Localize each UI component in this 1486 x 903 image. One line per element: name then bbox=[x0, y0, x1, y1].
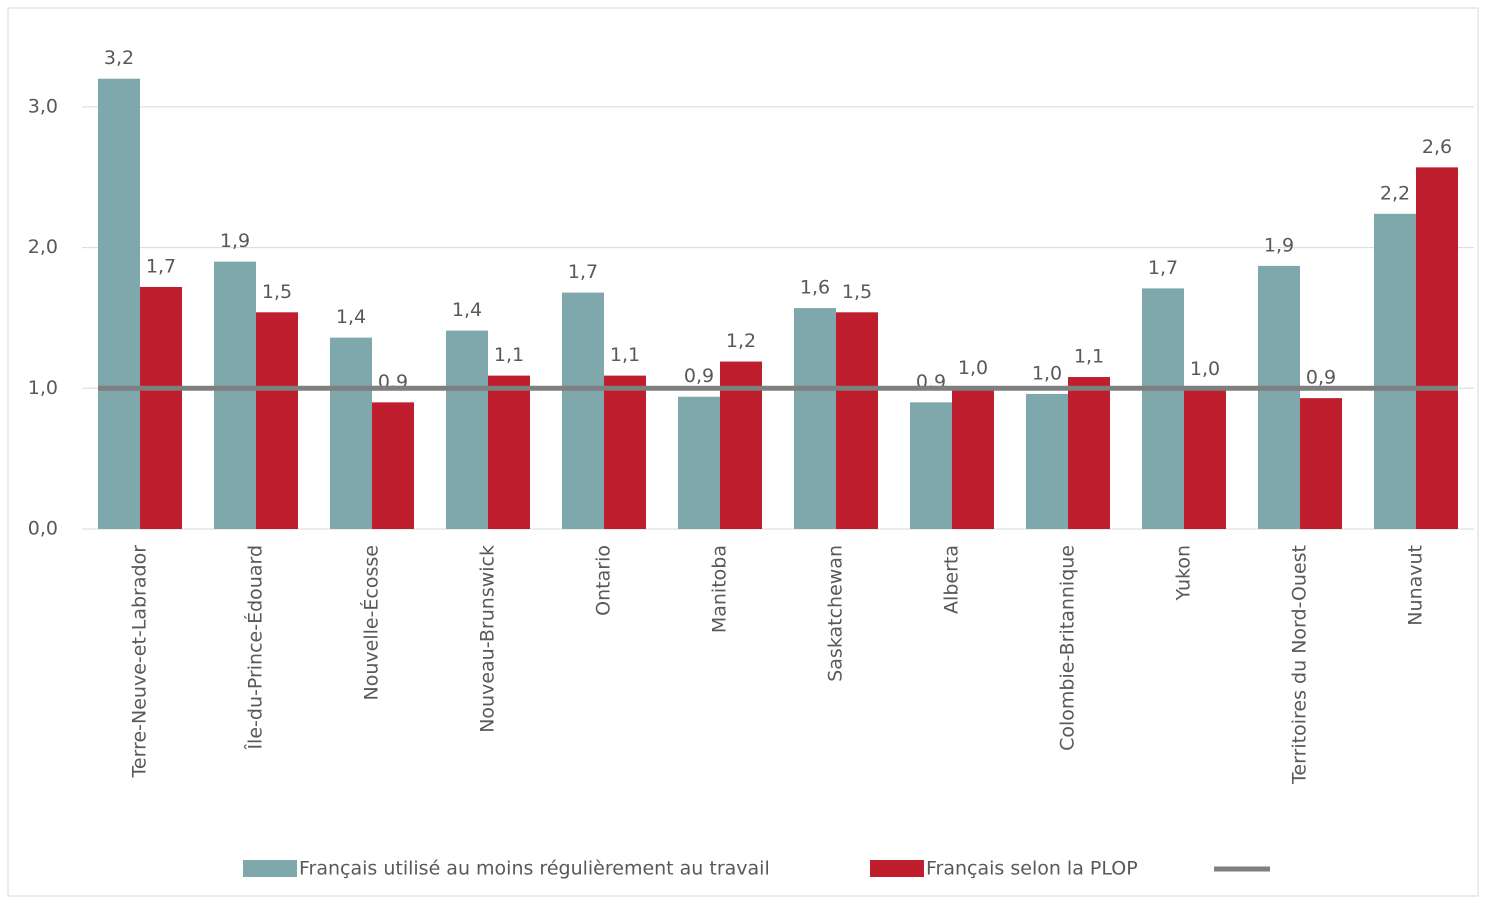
y-tick-label: 1,0 bbox=[28, 377, 58, 399]
bar bbox=[98, 78, 140, 529]
data-label: 1,0 bbox=[1032, 362, 1062, 384]
data-label: 2,2 bbox=[1380, 182, 1410, 204]
data-label: 1,2 bbox=[726, 330, 756, 352]
data-label: 1,4 bbox=[452, 299, 482, 321]
data-label: 1,5 bbox=[262, 281, 292, 303]
chart-border bbox=[7, 7, 1479, 897]
data-label: 0,9 bbox=[1306, 367, 1336, 389]
y-tick-label: 2,0 bbox=[28, 236, 58, 258]
bar bbox=[794, 308, 836, 529]
data-label: 1,0 bbox=[958, 357, 988, 379]
data-label: 3,2 bbox=[104, 47, 134, 69]
x-tick-label: Saskatchewan bbox=[825, 545, 847, 682]
legend-swatch bbox=[243, 860, 297, 877]
data-label: 1,1 bbox=[610, 344, 640, 366]
legend-label: Français utilisé au moins régulièrement … bbox=[299, 858, 770, 880]
bar bbox=[1374, 213, 1416, 530]
data-label: 1,7 bbox=[568, 261, 598, 283]
bar bbox=[1258, 265, 1300, 529]
x-tick-label: Colombie-Britannique bbox=[1057, 545, 1079, 751]
bar bbox=[256, 312, 298, 529]
x-tick-label: Nunavut bbox=[1405, 545, 1427, 626]
bar bbox=[1026, 393, 1068, 529]
data-label: 1,1 bbox=[1074, 346, 1104, 368]
bar bbox=[140, 286, 182, 529]
x-tick-label: Manitoba bbox=[709, 545, 731, 633]
data-label: 1,5 bbox=[842, 281, 872, 303]
data-label: 2,6 bbox=[1422, 136, 1452, 158]
bar bbox=[836, 312, 878, 529]
data-label: 0,9 bbox=[684, 365, 714, 387]
bar bbox=[678, 396, 720, 529]
bar bbox=[910, 402, 952, 529]
data-label: 1,7 bbox=[1148, 257, 1178, 279]
x-tick-label: Île-du-Prince-Édouard bbox=[244, 545, 267, 751]
y-tick-label: 0,0 bbox=[28, 518, 58, 540]
x-tick-label: Nouvelle-Écosse bbox=[360, 545, 383, 700]
bar bbox=[330, 337, 372, 529]
x-tick-label: Territoires du Nord-Ouest bbox=[1289, 545, 1311, 785]
y-tick-label: 3,0 bbox=[28, 95, 58, 117]
bar bbox=[214, 261, 256, 529]
bar bbox=[1184, 389, 1226, 529]
bar bbox=[1416, 167, 1458, 529]
data-label: 1,0 bbox=[1190, 358, 1220, 380]
bar bbox=[372, 402, 414, 529]
bar bbox=[1300, 398, 1342, 529]
x-tick-label: Terre-Neuve-et-Labrador bbox=[129, 545, 151, 779]
x-tick-label: Yukon bbox=[1173, 545, 1195, 601]
data-label: 1,9 bbox=[1264, 234, 1294, 256]
data-label: 1,1 bbox=[494, 344, 524, 366]
bar bbox=[446, 330, 488, 529]
data-label: 1,7 bbox=[146, 255, 176, 277]
x-tick-label: Ontario bbox=[593, 545, 615, 616]
x-tick-label: Alberta bbox=[941, 545, 963, 614]
bar bbox=[1142, 288, 1184, 529]
bar bbox=[1068, 377, 1110, 529]
legend-swatch bbox=[870, 860, 924, 877]
data-label: 1,9 bbox=[220, 230, 250, 252]
legend-label: Français selon la PLOP bbox=[926, 858, 1138, 880]
bar bbox=[562, 292, 604, 529]
x-tick-label: Nouveau-Brunswick bbox=[477, 545, 499, 733]
bar bbox=[604, 375, 646, 529]
bar bbox=[952, 388, 994, 529]
data-label: 1,6 bbox=[800, 277, 830, 299]
data-label: 1,4 bbox=[336, 306, 366, 328]
bar bbox=[488, 375, 530, 529]
